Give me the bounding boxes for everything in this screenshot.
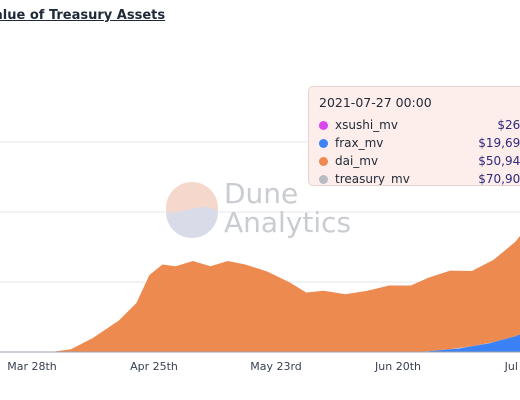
tooltip-series-name: xsushi_mv xyxy=(335,118,398,132)
x-tick-label-1: Apr 25th xyxy=(130,360,178,373)
tooltip-series-name: frax_mv xyxy=(335,136,384,150)
tooltip-rows: xsushi_mv $263,80 frax_mv $19,699,38 dai_mv $… xyxy=(319,116,520,186)
tooltip-series-value: $263,80 xyxy=(497,118,520,132)
tooltip-series-name: dai_mv xyxy=(335,154,379,168)
tooltip-row-frax_mv: frax_mv $19,699,38 xyxy=(319,134,520,152)
chart-tooltip: 2021-07-27 00:00 xsushi_mv $263,80 frax_mv… xyxy=(308,86,520,186)
chart-areas xyxy=(10,235,520,352)
chart-title: alue of Treasury Assets xyxy=(0,8,166,23)
x-tick-label-4: Jul 18 xyxy=(504,360,520,373)
series-color-dot-icon xyxy=(319,174,328,184)
watermark-text-analytics: Analytics xyxy=(224,206,351,239)
tooltip-series-value: $50,943,71 xyxy=(478,154,520,168)
x-tick-label-3: Jun 20th xyxy=(374,360,421,373)
series-color-dot-icon xyxy=(319,156,328,166)
x-axis-ticks: Mar 28th Apr 25th May 23rd Jun 20th Jul 18 xyxy=(7,360,520,373)
tooltip-row-treasury_mv: treasury_mv $70,906,91 xyxy=(319,170,520,186)
watermark-text-dune: Dune xyxy=(224,177,298,210)
series-color-dot-icon xyxy=(319,138,328,148)
series-area-dai xyxy=(10,235,520,352)
watermark: Dune Analytics xyxy=(166,177,351,239)
tooltip-row-dai_mv: dai_mv $50,943,71 xyxy=(319,152,520,170)
tooltip-series-value: $19,699,38 xyxy=(478,136,520,150)
watermark-logo-lower-icon xyxy=(166,207,218,238)
series-color-dot-icon xyxy=(319,120,328,130)
tooltip-series-value: $70,906,91 xyxy=(478,172,520,186)
x-tick-label-2: May 23rd xyxy=(250,360,302,373)
tooltip-series-name: treasury_mv xyxy=(335,172,410,186)
x-tick-label-0: Mar 28th xyxy=(7,360,57,373)
tooltip-row-xsushi_mv: xsushi_mv $263,80 xyxy=(319,116,520,134)
tooltip-title: 2021-07-27 00:00 xyxy=(319,95,432,110)
series-area-frax xyxy=(10,334,520,352)
